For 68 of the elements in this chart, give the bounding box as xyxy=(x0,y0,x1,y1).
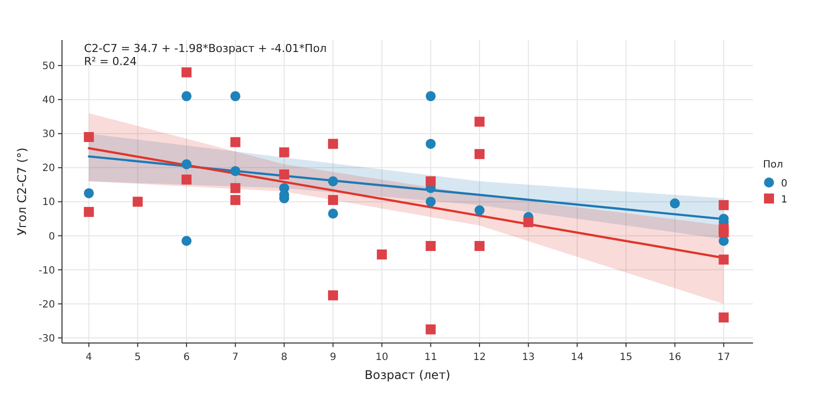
y-tick-label: 40 xyxy=(42,95,55,106)
point xyxy=(426,324,436,334)
x-tick-label: 10 xyxy=(375,352,388,363)
point xyxy=(230,183,240,194)
legend-title: Пол xyxy=(763,160,784,170)
point xyxy=(426,91,436,102)
y-tick-label: -10 xyxy=(38,265,55,276)
y-axis-title: Угол C2-C7 (°) xyxy=(15,148,29,236)
y-tick-label: -20 xyxy=(38,299,55,310)
point xyxy=(230,91,240,102)
point xyxy=(474,116,485,127)
point xyxy=(279,169,290,180)
x-tick-label: 8 xyxy=(281,352,288,363)
x-tick-label: 16 xyxy=(668,352,682,363)
point xyxy=(84,132,94,142)
annotation: C2-C7 = 34.7 + -1.98*Возраст + -4.01*Пол xyxy=(84,42,327,55)
point xyxy=(328,290,338,300)
point xyxy=(182,159,192,170)
point xyxy=(84,206,94,217)
point xyxy=(426,196,436,207)
x-tick-label: 12 xyxy=(473,352,486,363)
x-tick-label: 17 xyxy=(717,352,730,363)
point xyxy=(279,147,290,158)
x-axis-title: Возраст (лет) xyxy=(364,368,450,382)
point xyxy=(474,149,485,160)
point xyxy=(328,176,338,186)
x-tick-label: 7 xyxy=(232,352,239,363)
point xyxy=(230,195,240,206)
point xyxy=(718,312,729,322)
point xyxy=(426,138,436,149)
y-tick-label: 50 xyxy=(42,61,55,72)
point xyxy=(182,91,192,102)
point xyxy=(376,249,387,260)
point xyxy=(182,236,192,246)
point xyxy=(523,217,534,228)
x-tick-label: 15 xyxy=(620,352,632,363)
point xyxy=(718,200,729,210)
point xyxy=(328,208,338,219)
x-tick-label: 11 xyxy=(424,352,438,363)
point xyxy=(328,195,338,206)
point xyxy=(474,240,485,251)
y-tick-label: 0 xyxy=(48,231,55,242)
point xyxy=(670,198,680,208)
x-tick-label: 13 xyxy=(522,352,535,363)
point xyxy=(132,196,143,207)
point xyxy=(230,166,240,176)
x-tick-label: 14 xyxy=(570,352,584,363)
point xyxy=(182,174,192,185)
x-tick-label: 5 xyxy=(134,352,141,363)
point xyxy=(426,176,436,186)
x-tick-label: 4 xyxy=(86,352,92,363)
point xyxy=(182,67,192,78)
legend-label: 0 xyxy=(781,178,788,190)
point xyxy=(426,240,436,251)
x-tick-label: 6 xyxy=(183,352,190,363)
y-tick-label: -30 xyxy=(38,333,55,344)
point xyxy=(230,137,240,148)
x-tick-label: 9 xyxy=(330,352,336,363)
y-tick-label: 30 xyxy=(42,129,55,140)
y-tick-label: 20 xyxy=(42,163,55,174)
point xyxy=(474,205,485,216)
point xyxy=(718,254,729,265)
annotation: R² = 0.24 xyxy=(84,55,137,68)
point xyxy=(84,188,94,198)
y-tick-label: 10 xyxy=(42,197,55,208)
point xyxy=(328,138,338,149)
point xyxy=(718,227,729,238)
legend-label: 1 xyxy=(781,194,788,206)
